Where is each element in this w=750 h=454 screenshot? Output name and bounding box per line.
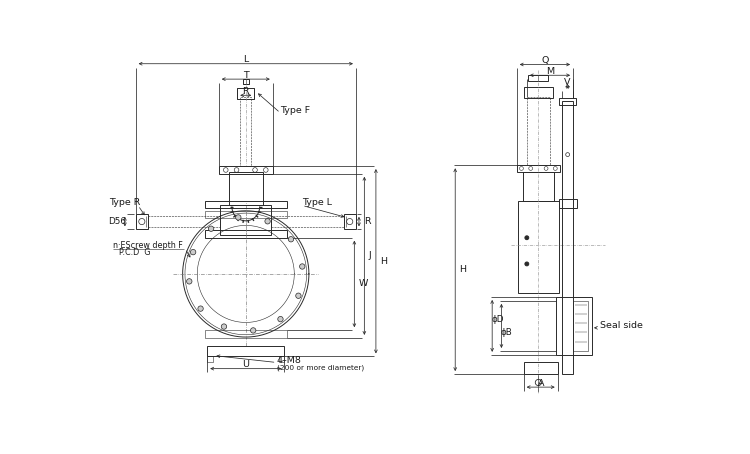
Bar: [243, 79, 249, 84]
Text: Seal side: Seal side: [600, 321, 643, 330]
Text: U: U: [242, 360, 249, 369]
Bar: [229, 172, 262, 205]
Bar: [220, 205, 272, 235]
Text: R: R: [242, 87, 249, 96]
Text: T: T: [243, 71, 249, 80]
Bar: [518, 201, 560, 293]
Circle shape: [525, 262, 529, 266]
Circle shape: [236, 215, 241, 220]
Text: R: R: [364, 217, 371, 226]
Bar: [573, 301, 589, 351]
Circle shape: [251, 328, 256, 333]
Text: W: W: [358, 280, 368, 288]
Text: n·EScrew depth F: n·EScrew depth F: [112, 241, 182, 250]
Text: Type R: Type R: [109, 198, 140, 207]
Circle shape: [525, 236, 529, 240]
Bar: [523, 172, 554, 201]
Circle shape: [278, 316, 284, 322]
Circle shape: [209, 226, 214, 232]
Text: Q: Q: [542, 56, 548, 65]
Bar: [344, 214, 356, 229]
Bar: [528, 75, 548, 81]
Text: H: H: [380, 257, 387, 266]
Text: (200 or more diameter): (200 or more diameter): [277, 365, 364, 371]
Bar: [219, 166, 273, 174]
Text: 4–M8: 4–M8: [277, 356, 302, 365]
Circle shape: [296, 293, 301, 298]
Text: J: J: [368, 252, 371, 260]
Bar: [205, 330, 286, 338]
Bar: [205, 201, 286, 208]
Bar: [560, 98, 576, 105]
Bar: [136, 214, 148, 229]
Text: Type L: Type L: [302, 198, 332, 207]
Bar: [524, 87, 553, 99]
Bar: [241, 97, 251, 166]
Circle shape: [198, 306, 203, 311]
Bar: [205, 230, 286, 238]
Circle shape: [221, 324, 226, 329]
Text: P.C.D  G: P.C.D G: [118, 248, 150, 257]
Bar: [556, 297, 592, 355]
Text: V: V: [565, 79, 571, 88]
Circle shape: [265, 218, 270, 224]
Text: M: M: [546, 67, 554, 76]
Circle shape: [187, 279, 192, 284]
Text: Type F: Type F: [280, 106, 310, 115]
Bar: [524, 362, 557, 374]
Text: A: A: [538, 379, 544, 388]
Bar: [562, 101, 573, 374]
Text: L: L: [243, 54, 248, 64]
Bar: [517, 165, 560, 172]
Text: ϕB: ϕB: [501, 328, 512, 336]
Circle shape: [190, 249, 196, 255]
Bar: [207, 345, 284, 356]
Bar: [272, 216, 344, 227]
Text: H: H: [459, 265, 466, 274]
Bar: [237, 88, 254, 99]
Bar: [207, 356, 213, 362]
Text: ϕD: ϕD: [491, 315, 504, 324]
Circle shape: [299, 264, 305, 269]
Bar: [279, 356, 284, 362]
Circle shape: [288, 237, 294, 242]
Bar: [526, 97, 550, 165]
Bar: [560, 199, 577, 208]
Text: D56: D56: [108, 217, 126, 226]
Bar: [205, 211, 286, 218]
Bar: [148, 216, 220, 227]
